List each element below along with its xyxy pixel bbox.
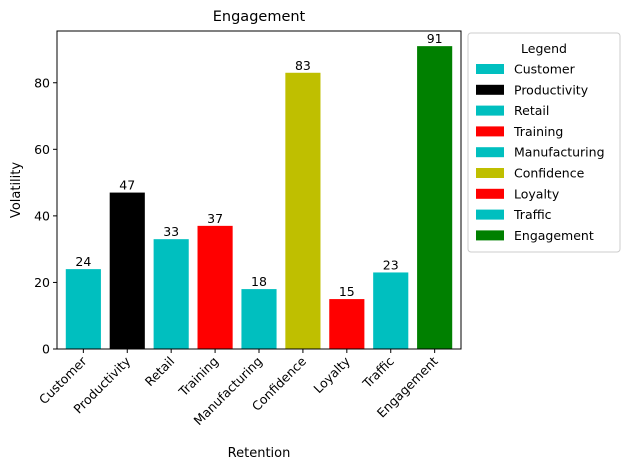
bar-training	[197, 225, 233, 349]
legend-items: Customer Productivity Retail Training Manufa…	[476, 62, 605, 243]
legend-swatch	[476, 188, 504, 199]
legend-entry-label: Retail	[514, 103, 549, 118]
legend-swatch	[476, 168, 504, 178]
legend-entry-label: Engagement	[514, 228, 594, 243]
bar-retail	[153, 239, 189, 349]
legend-entry-label: Traffic	[513, 207, 552, 222]
legend-swatch	[476, 209, 504, 220]
bar-value-label: 37	[207, 211, 223, 226]
bar-customer	[65, 269, 101, 349]
bar-confidence	[285, 72, 321, 349]
bar-traffic	[373, 272, 409, 349]
legend-entry-label: Confidence	[514, 166, 585, 181]
legend-entry-label: Loyalty	[514, 186, 560, 201]
bar-value-label: 91	[427, 31, 443, 46]
y-tick-label: 60	[34, 142, 50, 157]
bar-productivity	[109, 192, 145, 349]
bar-loyalty	[329, 299, 365, 349]
legend-swatch	[476, 84, 504, 95]
y-tick-label: 40	[34, 208, 50, 223]
legend-swatch	[476, 105, 504, 116]
bar-manufacturing	[241, 289, 277, 349]
y-tick-label: 0	[42, 342, 50, 357]
bar-value-label: 15	[339, 284, 355, 299]
legend: Legend Customer Productivity Retail Trainin…	[467, 32, 621, 253]
plot-area: 244733371883152391020406080CustomerProdu…	[34, 30, 462, 428]
x-axis-label: Retention	[228, 446, 291, 461]
legend-swatch	[476, 126, 504, 137]
bar-engagement	[417, 46, 453, 350]
bar-value-label: 24	[75, 254, 91, 269]
bar-value-label: 83	[295, 58, 311, 73]
chart-title: Engagement	[213, 9, 306, 25]
legend-entry-label: Productivity	[514, 82, 589, 97]
legend-entry-label: Training	[513, 124, 563, 139]
y-axis-label: Volatility	[9, 162, 24, 218]
legend-swatch	[476, 64, 504, 74]
x-tick-label: Retail	[142, 354, 178, 390]
bar-value-label: 33	[163, 224, 179, 239]
legend-entry-label: Manufacturing	[514, 145, 605, 160]
bar-value-label: 18	[251, 274, 267, 289]
legend-entry-label: Customer	[514, 62, 576, 77]
x-tick-label: Loyalty	[310, 353, 353, 396]
bar-value-label: 47	[119, 178, 135, 193]
legend-title: Legend	[521, 41, 567, 56]
y-tick-label: 80	[34, 75, 50, 90]
legend-frame	[467, 32, 621, 253]
y-tick-label: 20	[34, 275, 50, 290]
bar-value-label: 23	[383, 257, 399, 272]
x-tick-label: Traffic	[359, 353, 397, 391]
legend-swatch	[476, 230, 504, 241]
legend-swatch	[476, 147, 504, 158]
